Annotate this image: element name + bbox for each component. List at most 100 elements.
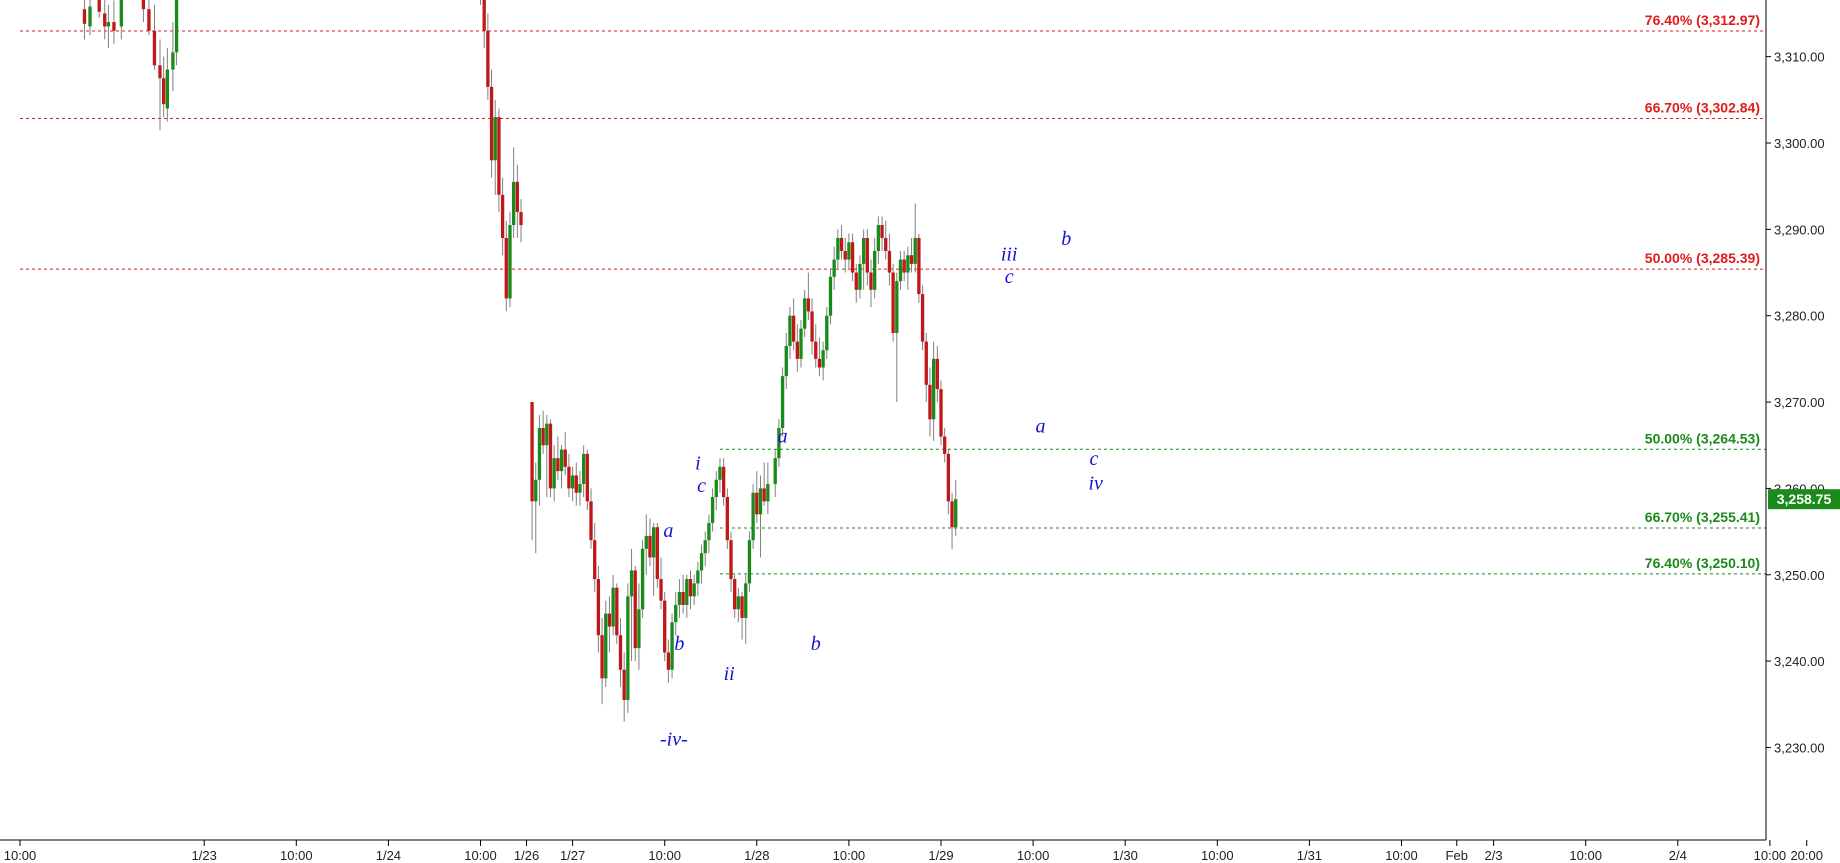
candle-body	[788, 315, 792, 346]
candle-body	[622, 669, 626, 700]
candle	[141, 0, 146, 23]
candle-body	[902, 259, 906, 273]
candle-body	[766, 484, 770, 502]
candle	[633, 566, 637, 662]
retracement-label: 50.00% (3,285.39)	[1645, 250, 1760, 266]
candle	[909, 237, 914, 273]
retracement-label: 66.70% (3,302.84)	[1645, 99, 1760, 115]
candle-body	[954, 499, 958, 528]
candle-body	[570, 475, 575, 489]
candle	[119, 0, 123, 40]
wave-label: iv	[1089, 472, 1104, 494]
candle	[541, 410, 545, 454]
candle	[751, 484, 755, 549]
candle	[589, 488, 593, 549]
y-axis[interactable]: 3,230.003,240.003,250.003,260.003,270.00…	[1766, 50, 1825, 756]
candle	[640, 540, 645, 618]
candle	[622, 652, 626, 722]
candle	[615, 583, 619, 644]
candle	[581, 445, 586, 498]
candle-body	[721, 466, 726, 498]
x-tick-label: 1/29	[928, 848, 953, 863]
x-tick-label: 10:00	[4, 848, 37, 863]
candle	[548, 419, 553, 498]
candle	[950, 492, 954, 549]
candle-body	[486, 30, 490, 87]
candle-body	[578, 484, 582, 493]
candle	[688, 570, 693, 610]
candle-body	[747, 540, 752, 584]
candle-body	[836, 237, 840, 260]
candle	[685, 574, 689, 618]
candle-body	[663, 600, 667, 653]
candle	[799, 320, 803, 368]
candle	[511, 147, 516, 238]
candle-body	[817, 358, 822, 368]
candle	[82, 0, 87, 40]
candle-body	[825, 315, 829, 351]
candle-body	[861, 237, 866, 264]
candle-body	[162, 78, 166, 105]
candle-body	[733, 579, 737, 610]
candle-body	[112, 22, 116, 31]
candle	[895, 272, 899, 403]
candle-body	[865, 237, 869, 273]
candle-body	[559, 449, 564, 472]
candle-body	[556, 458, 560, 472]
candle	[836, 229, 840, 269]
candle	[725, 488, 729, 549]
candle	[928, 367, 932, 437]
x-tick-label: 1/24	[376, 848, 401, 863]
x-tick-label: 10:00	[1385, 848, 1418, 863]
candle-body	[670, 622, 674, 670]
candle	[559, 445, 564, 489]
candle-body	[806, 298, 811, 312]
candle	[854, 263, 858, 303]
candle	[920, 285, 925, 351]
candle	[659, 557, 663, 610]
candle-body	[710, 497, 715, 523]
candle-body	[618, 635, 623, 670]
candle	[152, 4, 157, 70]
candle	[865, 229, 869, 286]
candle-body	[666, 652, 671, 670]
candle	[758, 475, 763, 558]
candle	[88, 0, 92, 36]
candle-body	[946, 453, 951, 502]
candle	[171, 22, 175, 92]
candle	[946, 449, 951, 515]
candle	[935, 345, 939, 403]
candle	[593, 522, 597, 593]
candle-body	[931, 358, 936, 420]
candle-body	[574, 475, 578, 493]
candle-body	[744, 583, 748, 618]
candle-body	[755, 492, 759, 515]
y-tick-label: 3,250.00	[1774, 568, 1825, 583]
candle	[585, 449, 589, 510]
candle-body	[659, 579, 663, 601]
candle	[954, 479, 958, 536]
candle	[158, 39, 162, 131]
candle	[828, 268, 833, 325]
candle	[777, 419, 781, 467]
candle	[596, 566, 601, 653]
wave-label: c	[1089, 448, 1098, 470]
candle-body	[106, 22, 111, 27]
candle-body	[843, 250, 847, 260]
candle	[604, 600, 608, 688]
candle	[504, 220, 508, 312]
retracement-label: 76.40% (3,250.10)	[1645, 555, 1760, 571]
candle-body	[873, 250, 877, 290]
x-axis[interactable]: 10:00 1/23 10:00 1/24 10:00 1/26 1/27 10:00 1/28…	[4, 840, 1823, 863]
candle	[480, 0, 481, 5]
x-tick-label: 10:00	[833, 848, 866, 863]
candle-body	[596, 579, 601, 636]
candle	[147, 0, 151, 36]
candle	[924, 332, 928, 403]
candle-body	[626, 596, 630, 700]
candle-body	[703, 540, 707, 554]
candle	[489, 69, 494, 178]
candle-body	[567, 466, 571, 489]
candle-body	[847, 242, 851, 260]
